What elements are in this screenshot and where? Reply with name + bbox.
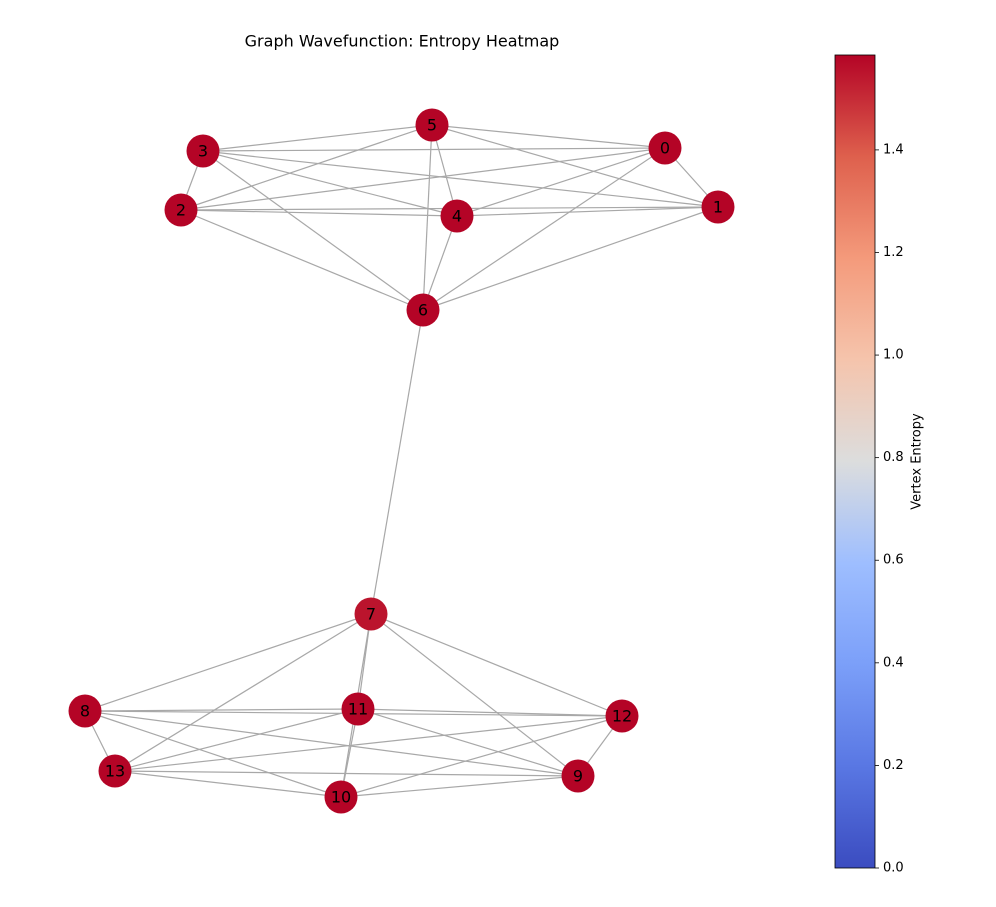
edge (422, 206, 719, 311)
node (701, 190, 735, 224)
colorbar-tick-label: 0.4 (883, 655, 904, 670)
node (354, 597, 388, 631)
colorbar-tick-label: 1.0 (883, 348, 904, 363)
edge (202, 150, 424, 311)
colorbar-label: Vertex Entropy (910, 413, 925, 510)
node-label: 12 (612, 707, 632, 726)
colorbar: 0.0 0.2 0.4 0.6 0.8 1.0 1.2 1.4 Vertex Entropy (834, 54, 925, 876)
node-label: 2 (176, 201, 186, 220)
node (98, 754, 132, 788)
edge (180, 209, 458, 217)
edge (370, 613, 623, 717)
edge (357, 708, 623, 717)
edge (84, 710, 579, 777)
edge (340, 715, 623, 798)
chart-title: Graph Wavefunction: Entropy Heatmap (245, 32, 560, 51)
edge (114, 708, 359, 772)
node-label: 7 (366, 605, 376, 624)
node-label: 9 (573, 767, 583, 786)
node (561, 759, 595, 793)
node (605, 699, 639, 733)
edge (456, 206, 719, 217)
node-label: 4 (452, 207, 462, 226)
edge (422, 147, 666, 311)
node-label: 5 (427, 116, 437, 135)
node (186, 134, 220, 168)
colorbar-tick-label: 1.2 (883, 245, 904, 260)
node-label: 1 (713, 198, 723, 217)
node (341, 692, 375, 726)
node (406, 293, 440, 327)
edge (370, 613, 579, 777)
edge (180, 124, 433, 211)
colorbar-tick-label: 0.2 (883, 758, 904, 773)
edge (202, 150, 719, 208)
edge (114, 715, 623, 772)
edge (431, 124, 719, 208)
node (440, 199, 474, 233)
node (415, 108, 449, 142)
edge (357, 708, 579, 777)
edge (84, 710, 342, 798)
edge (84, 613, 372, 712)
node (68, 694, 102, 728)
node-label: 6 (418, 301, 428, 320)
node-label: 13 (105, 762, 125, 781)
node (164, 193, 198, 227)
colorbar-tick-label: 0.0 (883, 861, 904, 876)
node (648, 131, 682, 165)
edge (431, 124, 666, 149)
colorbar-gradient (834, 54, 876, 869)
edge (202, 150, 458, 217)
colorbar-tick-label: 0.8 (883, 450, 904, 465)
edge (456, 147, 666, 217)
node-label: 11 (348, 700, 368, 719)
edge (180, 147, 666, 211)
node (324, 780, 358, 814)
edge (84, 708, 359, 712)
node-label: 3 (198, 142, 208, 161)
edge (202, 124, 433, 152)
edge (202, 147, 666, 152)
edge (340, 775, 579, 798)
edge (114, 613, 372, 772)
edge (180, 209, 424, 311)
edge (114, 770, 342, 798)
edge (422, 215, 458, 311)
node-label: 10 (331, 788, 351, 807)
edge (370, 309, 424, 615)
node-label: 0 (660, 139, 670, 158)
edge (114, 770, 579, 777)
colorbar-tick-label: 0.6 (883, 553, 904, 568)
colorbar-tick-label: 1.4 (883, 142, 904, 157)
edge (422, 124, 433, 311)
node-label: 8 (80, 702, 90, 721)
